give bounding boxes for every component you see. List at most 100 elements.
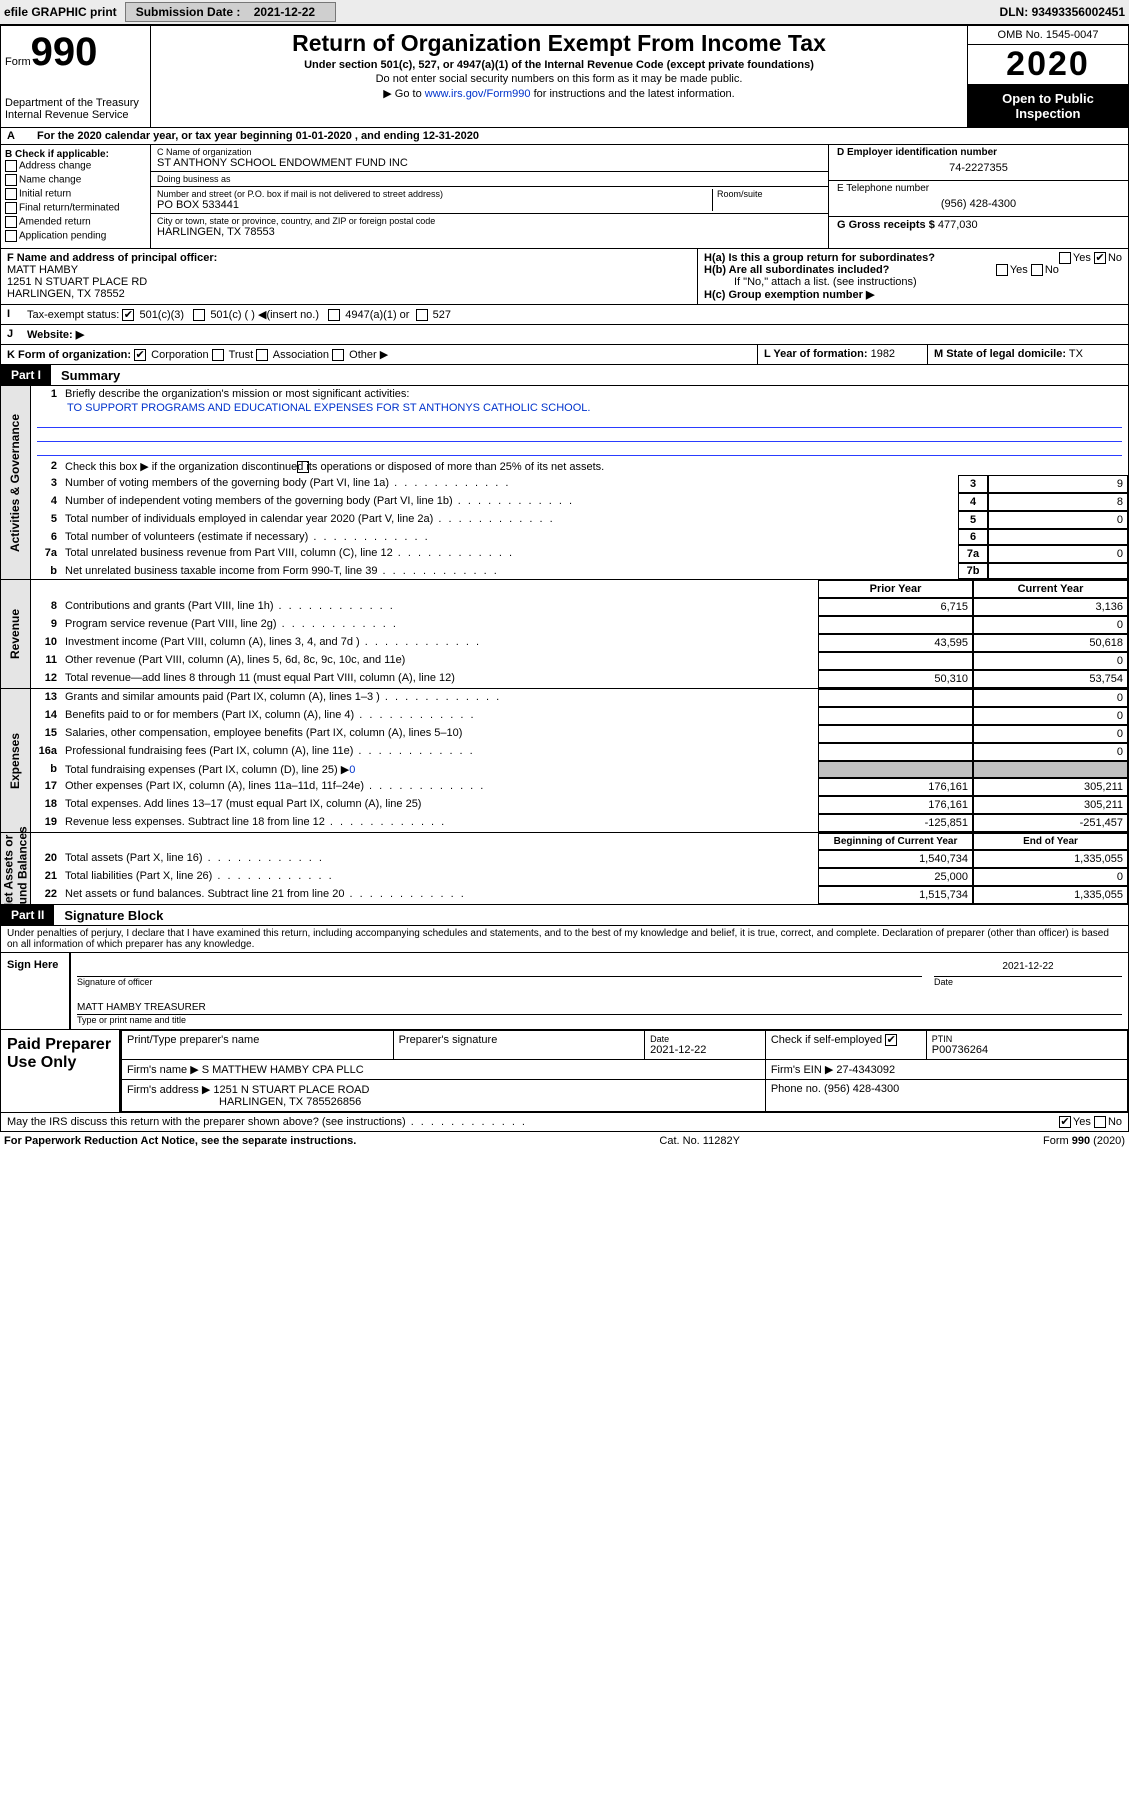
- k-other[interactable]: [332, 349, 344, 361]
- tax-year: 2020: [968, 45, 1128, 85]
- efile-label: efile GRAPHIC print: [4, 5, 117, 19]
- box-3: 3: [958, 475, 988, 493]
- pra-notice: For Paperwork Reduction Act Notice, see …: [4, 1135, 356, 1147]
- blank-line: [37, 444, 1122, 456]
- vstrip-expenses: Expenses: [1, 689, 31, 832]
- vstrip-activities: Activities & Governance: [1, 386, 31, 579]
- label-i: I: [1, 305, 21, 324]
- dept-treasury: Department of the Treasury Internal Reve…: [5, 97, 146, 121]
- prep-ptin: PTINP00736264: [926, 1031, 1127, 1060]
- omb: OMB No. 1545-0047: [968, 26, 1128, 45]
- fundraise-link[interactable]: 0: [349, 764, 355, 776]
- shaded-cell: [818, 761, 973, 778]
- i-4947[interactable]: [328, 309, 340, 321]
- submission-btn[interactable]: Submission Date : 2021-12-22: [125, 2, 336, 22]
- i-501c[interactable]: [193, 309, 205, 321]
- row-a: A For the 2020 calendar year, or tax yea…: [0, 128, 1129, 145]
- ha-yes[interactable]: [1059, 252, 1071, 264]
- activities-governance: Activities & Governance 1Briefly describ…: [0, 386, 1129, 580]
- page-footer: For Paperwork Reduction Act Notice, see …: [0, 1132, 1129, 1150]
- form-sub2: Do not enter social security numbers on …: [159, 73, 959, 85]
- chk-app-pending[interactable]: Application pending: [5, 230, 146, 242]
- cat-no: Cat. No. 11282Y: [659, 1135, 740, 1147]
- sign-here-block: Sign Here Signature of officer 2021-12-2…: [0, 953, 1129, 1030]
- blank-line: [37, 416, 1122, 428]
- k-corp[interactable]: [134, 349, 146, 361]
- m-box: M State of legal domicile: TX: [928, 345, 1128, 364]
- part-i-tab: Part I: [1, 365, 51, 385]
- netassets-section: Net Assets orFund Balances Beginning of …: [0, 833, 1129, 905]
- submission-label: Submission Date :: [136, 5, 241, 19]
- c-city: City or town, state or province, country…: [151, 214, 828, 240]
- val-3: 9: [988, 475, 1128, 493]
- form-subtitle: Under section 501(c), 527, or 4947(a)(1)…: [159, 59, 959, 71]
- j-website: Website: ▶: [21, 325, 1128, 344]
- blank-line: [37, 430, 1122, 442]
- k-assoc[interactable]: [256, 349, 268, 361]
- form-title: Return of Organization Exempt From Incom…: [159, 30, 959, 57]
- c-name: C Name of organization ST ANTHONY SCHOOL…: [151, 145, 828, 172]
- header-left: Form990 Department of the Treasury Inter…: [1, 26, 151, 127]
- section-deg: D Employer identification number 74-2227…: [828, 145, 1128, 248]
- section-c: C Name of organization ST ANTHONY SCHOOL…: [151, 145, 828, 248]
- form-ref: Form 990 (2020): [1043, 1135, 1125, 1147]
- submission-date: 2021-12-22: [244, 3, 325, 21]
- preparer-left: Paid Preparer Use Only: [1, 1030, 121, 1112]
- tax-year-range: For the 2020 calendar year, or tax year …: [31, 128, 485, 144]
- hb-yes[interactable]: [996, 264, 1008, 276]
- c-street: Number and street (or P.O. box if mail i…: [151, 187, 828, 214]
- irs-link[interactable]: www.irs.gov/Form990: [425, 88, 531, 100]
- chk-initial-return[interactable]: Initial return: [5, 188, 146, 200]
- preparer-block: Paid Preparer Use Only Print/Type prepar…: [0, 1030, 1129, 1113]
- firm-phone: Phone no. (956) 428-4300: [765, 1080, 1127, 1112]
- form-header: Form990 Department of the Treasury Inter…: [0, 25, 1129, 128]
- k-trust[interactable]: [212, 349, 224, 361]
- prep-sig-hdr: Preparer's signature: [393, 1031, 645, 1060]
- d-ein: D Employer identification number 74-2227…: [829, 145, 1128, 181]
- chk-amended[interactable]: Amended return: [5, 216, 146, 228]
- lower-header: F Name and address of principal officer:…: [0, 249, 1129, 365]
- chk-name-change[interactable]: Name change: [5, 174, 146, 186]
- e-phone: E Telephone number (956) 428-4300: [829, 181, 1128, 217]
- chk-final-return[interactable]: Final return/terminated: [5, 202, 146, 214]
- h-box: H(a) Is this a group return for subordin…: [698, 249, 1128, 304]
- firm-addr: Firm's address ▶ 1251 N STUART PLACE ROA…: [122, 1080, 766, 1112]
- i-501c3[interactable]: [122, 309, 134, 321]
- part-ii-bar: Part II Signature Block: [0, 905, 1129, 926]
- g-gross: G Gross receipts $ 477,030: [829, 217, 1128, 233]
- open-public: Open to Public Inspection: [968, 85, 1128, 127]
- form-sub3: ▶ Go to www.irs.gov/Form990 for instruct…: [159, 87, 959, 100]
- i-status: Tax-exempt status: 501(c)(3) 501(c) ( ) …: [21, 305, 1128, 324]
- preparer-table: Print/Type preparer's name Preparer's si…: [121, 1030, 1128, 1112]
- firm-name: Firm's name ▶ S MATTHEW HAMBY CPA PLLC: [122, 1060, 766, 1080]
- discuss-no[interactable]: [1094, 1116, 1106, 1128]
- selfemp-check[interactable]: [885, 1034, 897, 1046]
- vstrip-net: Net Assets orFund Balances: [1, 833, 31, 904]
- perjury-decl: Under penalties of perjury, I declare th…: [0, 926, 1129, 953]
- ha-no[interactable]: [1094, 252, 1106, 264]
- part-ii-title: Signature Block: [64, 908, 163, 923]
- prep-date: Date2021-12-22: [645, 1031, 766, 1060]
- officer-name: MATT HAMBY TREASURER: [77, 995, 1122, 1015]
- l2-check[interactable]: [297, 461, 309, 473]
- header-right: OMB No. 1545-0047 2020 Open to Public In…: [968, 26, 1128, 127]
- discuss-yes[interactable]: [1059, 1116, 1071, 1128]
- chk-address-change[interactable]: Address change: [5, 160, 146, 172]
- discuss-row: May the IRS discuss this return with the…: [0, 1113, 1129, 1132]
- room-suite: Room/suite: [712, 189, 822, 211]
- mission-link[interactable]: TO SUPPORT PROGRAMS AND EDUCATIONAL EXPE…: [67, 402, 590, 414]
- label-j: J: [1, 325, 21, 344]
- part-i-title: Summary: [61, 368, 120, 383]
- expenses-section: Expenses 13Grants and similar amounts pa…: [0, 689, 1129, 833]
- firm-ein: Firm's EIN ▶ 27-4343092: [765, 1060, 1127, 1080]
- sign-here-label: Sign Here: [1, 953, 71, 1029]
- revenue-section: Revenue Prior YearCurrent Year 8Contribu…: [0, 580, 1129, 689]
- label-a: A: [1, 128, 31, 144]
- hb-no[interactable]: [1031, 264, 1043, 276]
- prep-selfemp: Check if self-employed: [765, 1031, 926, 1060]
- header-mid: Return of Organization Exempt From Incom…: [151, 26, 968, 127]
- l-box: L Year of formation: 1982: [758, 345, 928, 364]
- section-b: B Check if applicable: Address change Na…: [1, 145, 151, 248]
- i-527[interactable]: [416, 309, 428, 321]
- officer-signature-line[interactable]: [77, 957, 922, 977]
